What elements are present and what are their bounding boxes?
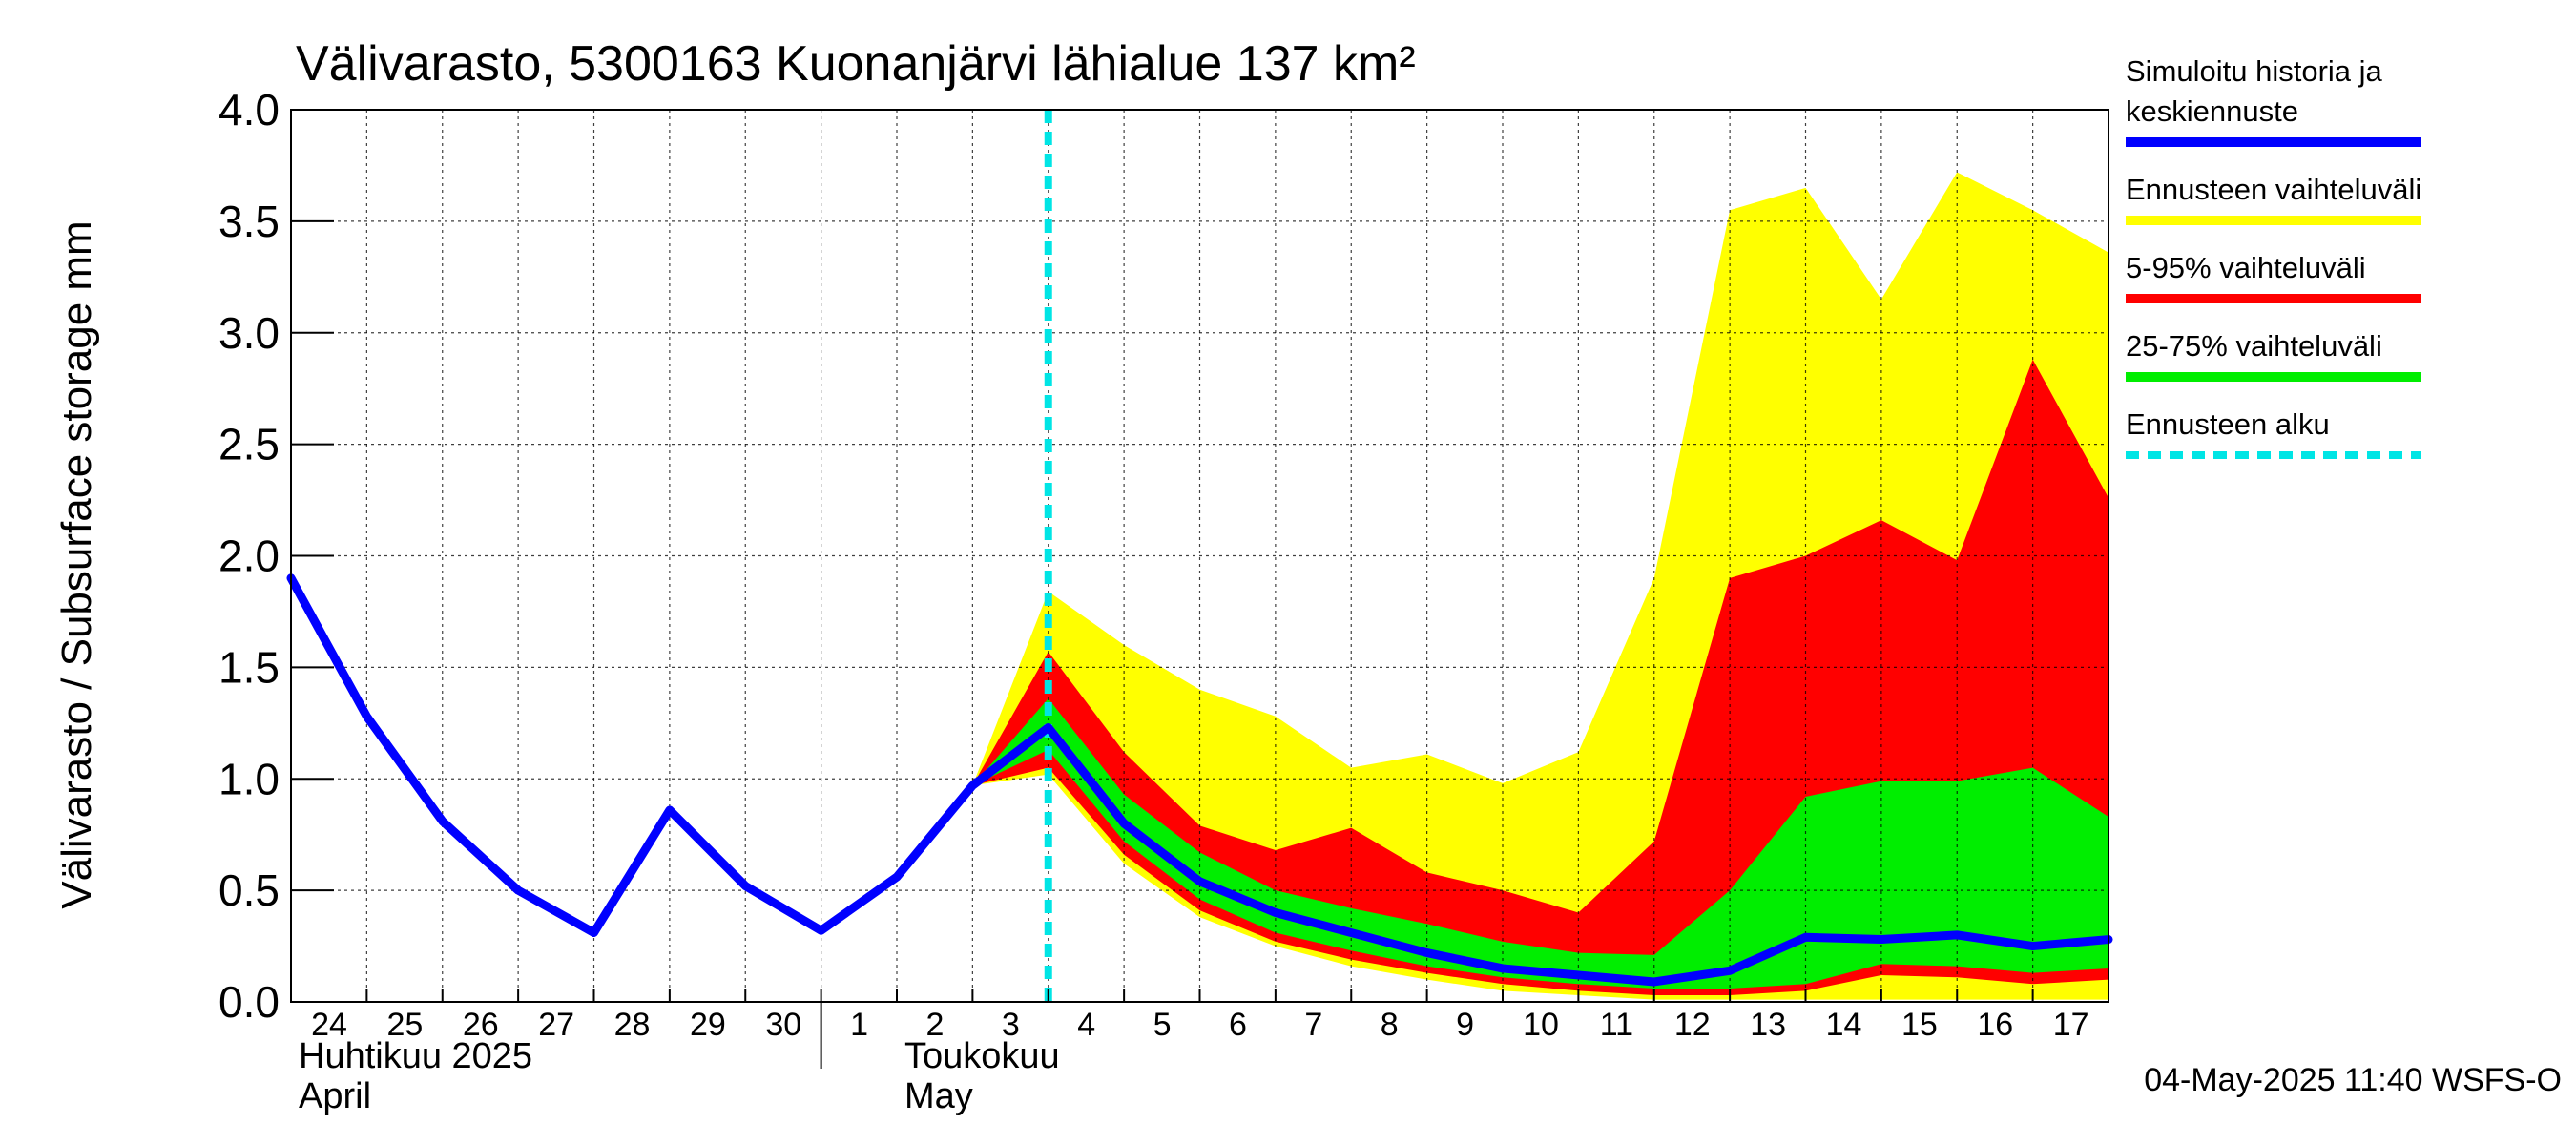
x-tick-label: 30	[765, 1007, 801, 1043]
x-tick-label: 17	[2053, 1007, 2089, 1043]
month-label-line1: Huhtikuu 2025	[299, 1036, 532, 1076]
y-tick-label: 3.0	[218, 308, 280, 358]
footer-timestamp: 04-May-2025 11:40 WSFS-O	[2144, 1062, 2562, 1098]
series-lines	[286, 110, 2113, 1002]
legend: Simuloitu historia ja keskiennuste Ennuste…	[2126, 54, 2421, 459]
x-tick-label: 27	[538, 1007, 574, 1043]
x-tick-label: 11	[1600, 1007, 1633, 1043]
x-tick-label: 24	[311, 1007, 347, 1043]
y-tick-label: 1.5	[218, 642, 280, 692]
legend-label: 25-75% vaihteluväli	[2126, 329, 2382, 363]
x-tick-label: 8	[1381, 1007, 1399, 1043]
x-tick-label: 16	[1977, 1007, 2013, 1043]
y-tick-label: 2.0	[218, 531, 280, 581]
x-tick-label: 26	[463, 1007, 499, 1043]
y-tick-label: 4.0	[218, 85, 280, 135]
y-tick-label: 1.0	[218, 754, 280, 803]
y-tick-label: 0.0	[218, 977, 280, 1027]
x-tick-label: 29	[690, 1007, 726, 1043]
x-tick-label: 1	[850, 1007, 868, 1043]
plot-area	[286, 109, 2113, 1003]
x-tick-label: 3	[1002, 1007, 1020, 1043]
legend-label: Simuloitu historia ja	[2126, 54, 2383, 88]
band-2	[972, 698, 2109, 989]
x-tick-label: 28	[614, 1007, 651, 1043]
x-tick-label: 13	[1750, 1007, 1786, 1043]
y-tick-label: 2.5	[218, 420, 280, 469]
legend-label: Ennusteen alku	[2126, 407, 2330, 441]
x-tick-label: 9	[1456, 1007, 1474, 1043]
series-line-0	[286, 573, 2113, 987]
x-axis: 24 25 26 27 28 29 30 1 2 3 4 5 6 7 8 9 10 11 12 13 14 15 16 17	[290, 989, 2109, 1069]
y-tick-label: 3.5	[218, 197, 280, 246]
x-tick-label: 2	[926, 1007, 945, 1043]
x-tick-label: 6	[1229, 1007, 1247, 1043]
x-tick-label: 7	[1304, 1007, 1322, 1043]
legend-label: keskiennuste	[2126, 94, 2298, 128]
month-label-line1: Toukokuu	[904, 1036, 1060, 1076]
grid-lines	[291, 110, 2109, 1002]
x-tick-label: 5	[1153, 1007, 1172, 1043]
x-tick-label: 10	[1523, 1007, 1559, 1043]
x-tick-label: 14	[1826, 1007, 1862, 1043]
range-bands	[972, 172, 2109, 1000]
month-label-line2: May	[904, 1076, 973, 1116]
y-axis: 0.0 0.5 1.0 1.5 2.0 2.5 3.0 3.5 4.0	[218, 85, 334, 1027]
x-tick-label: 15	[1901, 1007, 1938, 1043]
legend-label: Ennusteen vaihteluväli	[2126, 173, 2421, 206]
y-tick-label: 0.5	[218, 865, 280, 915]
chart-title: Välivarasto, 5300163 Kuonanjärvi lähialu…	[296, 36, 1416, 92]
x-tick-label: 25	[386, 1007, 423, 1043]
y-axis-label: Välivarasto / Subsurface storage mm	[53, 220, 100, 908]
x-tick-label: 4	[1077, 1007, 1095, 1043]
x-tick-label: 12	[1674, 1007, 1711, 1043]
legend-label: 5-95% vaihteluväli	[2126, 251, 2366, 284]
month-label-line2: April	[299, 1076, 371, 1116]
